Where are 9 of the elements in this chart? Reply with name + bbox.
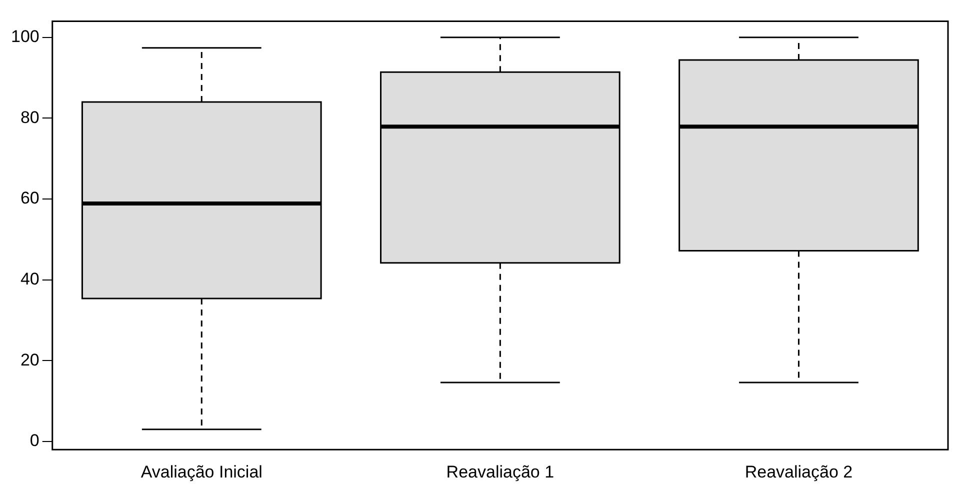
x-tick-label: Reavaliação 1 xyxy=(446,462,554,482)
y-tick-label: 100 xyxy=(10,27,40,46)
y-tick-label: 60 xyxy=(20,188,40,208)
y-tick-label: 40 xyxy=(20,270,40,289)
y-tick-label: 0 xyxy=(30,431,40,450)
y-tick-label: 20 xyxy=(20,350,40,370)
x-tick-label: Avaliação Inicial xyxy=(140,462,262,482)
y-tick-label: 80 xyxy=(20,108,40,127)
x-tick-label: Reavaliação 2 xyxy=(744,462,853,482)
